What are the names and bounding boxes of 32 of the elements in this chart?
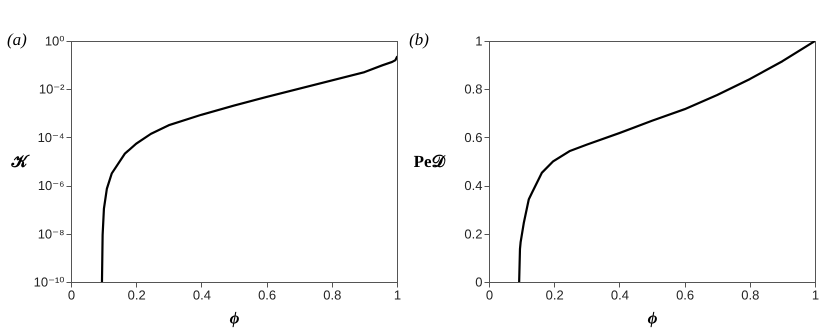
line-series (518, 41, 815, 282)
x-tick-label: 0.4 (610, 288, 629, 302)
y-axis-title: Pe𝒟 (414, 152, 446, 171)
y-tick-label: 0.2 (464, 226, 482, 242)
x-tick-label: 0.8 (323, 288, 342, 302)
x-tick-label: 0.2 (546, 288, 564, 302)
x-axis-title: ϕ (230, 308, 240, 328)
y-axis-title: 𝒦 (10, 152, 30, 171)
x-tick-label: 0.6 (676, 288, 694, 302)
x-tick-label: 0 (486, 288, 494, 302)
y-tick-label: 10⁻¹⁰ (34, 274, 64, 290)
y-tick-label: 10⁻⁶ (38, 178, 64, 194)
x-tick-label: 0.6 (258, 288, 276, 302)
x-tick-label: 1 (394, 288, 402, 302)
y-tick-label: 10⁻⁸ (38, 226, 64, 242)
y-tick-label: 10⁰ (44, 34, 64, 48)
y-tick-label: 1 (475, 34, 482, 48)
y-tick-label: 10⁻⁴ (38, 130, 64, 145)
chart-title: (b) (409, 30, 430, 49)
chart-title: (a) (7, 30, 28, 49)
y-tick-label: 0 (475, 274, 482, 290)
x-tick-label: 0.4 (192, 288, 211, 302)
y-tick-label: 10⁻² (38, 82, 66, 97)
x-tick-label: 0.2 (128, 288, 146, 302)
line-series (100, 56, 397, 282)
x-tick-label: 0 (68, 288, 76, 302)
x-axis-title: ϕ (648, 308, 658, 328)
y-tick-label: 0.8 (464, 82, 482, 97)
y-tick-label: 0.6 (464, 130, 482, 145)
x-tick-label: 1 (812, 288, 820, 302)
y-tick-label: 0.4 (464, 178, 482, 194)
x-tick-label: 0.8 (741, 288, 760, 302)
